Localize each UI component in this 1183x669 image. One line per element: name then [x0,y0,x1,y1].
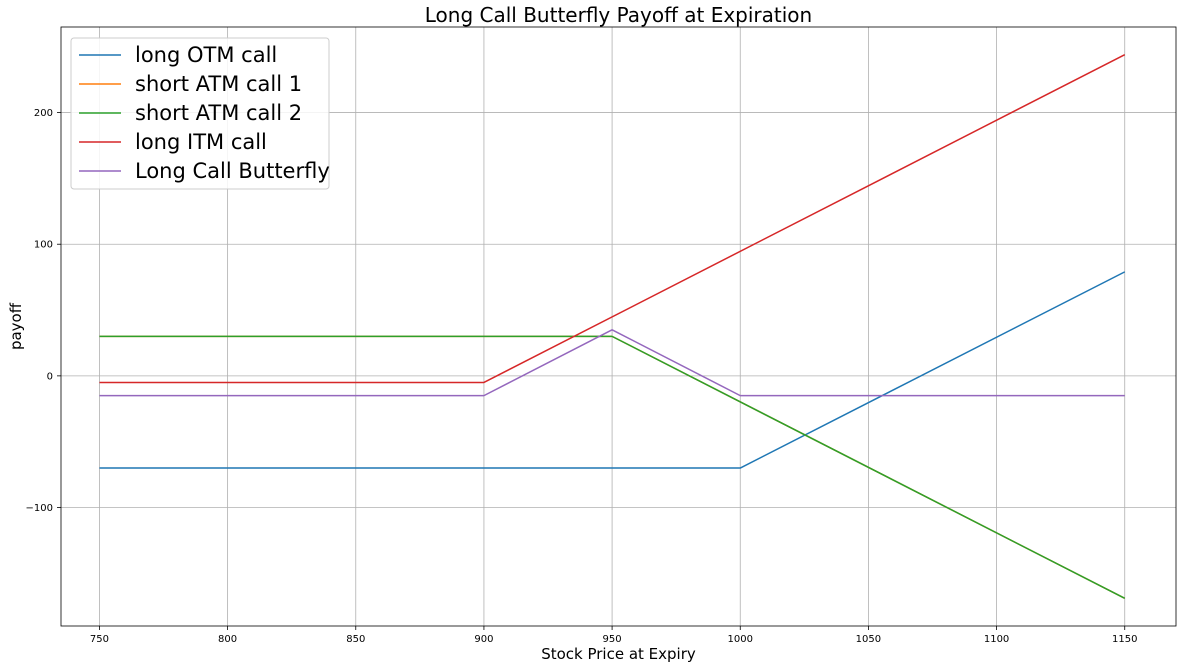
y-tick-label: −100 [26,503,53,514]
y-axis-title: payoff [7,302,25,350]
legend-label: short ATM call 1 [135,72,302,96]
x-tick-label: 1150 [1112,634,1137,645]
plot-frame [60,26,1177,627]
x-tick-label: 900 [474,634,493,645]
chart-title: Long Call Butterfly Payoff at Expiration [425,3,812,27]
legend-box [70,37,330,190]
legend-label: Long Call Butterfly [135,159,330,183]
series-line [99,53,1126,384]
legend: long OTM call short ATM call 1 short ATM c… [70,37,330,190]
legend-label: short ATM call 2 [135,101,302,125]
x-tick-label: 850 [346,634,365,645]
x-tick-label: 750 [90,634,109,645]
y-tick-label: 200 [34,108,53,119]
series-line [99,335,1126,600]
y-tick-label: 0 [47,371,53,382]
series-line [99,271,1126,469]
x-tick-label: 800 [218,634,237,645]
axis-ticks: 750 800 850 900 950 1000 1050 1100 1150 −100 0 100 2… [26,108,1138,645]
x-tick-label: 1000 [728,634,753,645]
y-tick-label: 100 [34,240,53,251]
x-tick-label: 1100 [984,634,1009,645]
x-axis-title: Stock Price at Expiry [541,645,696,663]
legend-label: long ITM call [135,130,267,154]
x-tick-label: 950 [603,634,622,645]
series-line [99,329,1125,397]
series-lines [99,53,1126,600]
grid [61,27,1176,626]
x-tick-label: 1050 [856,634,881,645]
legend-label: long OTM call [135,43,277,67]
